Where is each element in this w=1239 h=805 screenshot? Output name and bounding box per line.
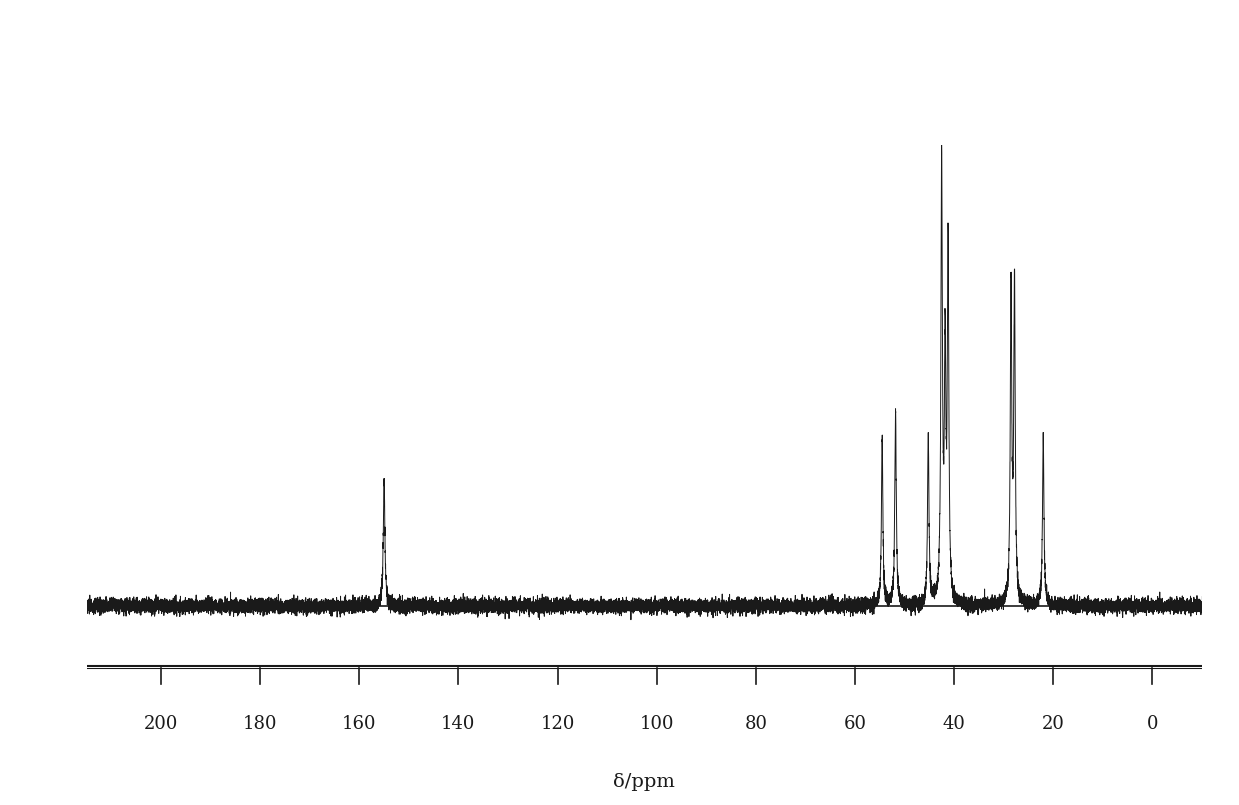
Text: 20: 20 bbox=[1042, 715, 1064, 733]
Text: 200: 200 bbox=[144, 715, 178, 733]
Text: 140: 140 bbox=[441, 715, 476, 733]
Text: 120: 120 bbox=[540, 715, 575, 733]
Text: 0: 0 bbox=[1146, 715, 1158, 733]
Text: 60: 60 bbox=[844, 715, 866, 733]
Text: 100: 100 bbox=[639, 715, 674, 733]
Text: 40: 40 bbox=[943, 715, 965, 733]
Text: 80: 80 bbox=[745, 715, 767, 733]
Text: δ/ppm: δ/ppm bbox=[613, 773, 675, 791]
Text: 160: 160 bbox=[342, 715, 377, 733]
Text: 180: 180 bbox=[243, 715, 278, 733]
